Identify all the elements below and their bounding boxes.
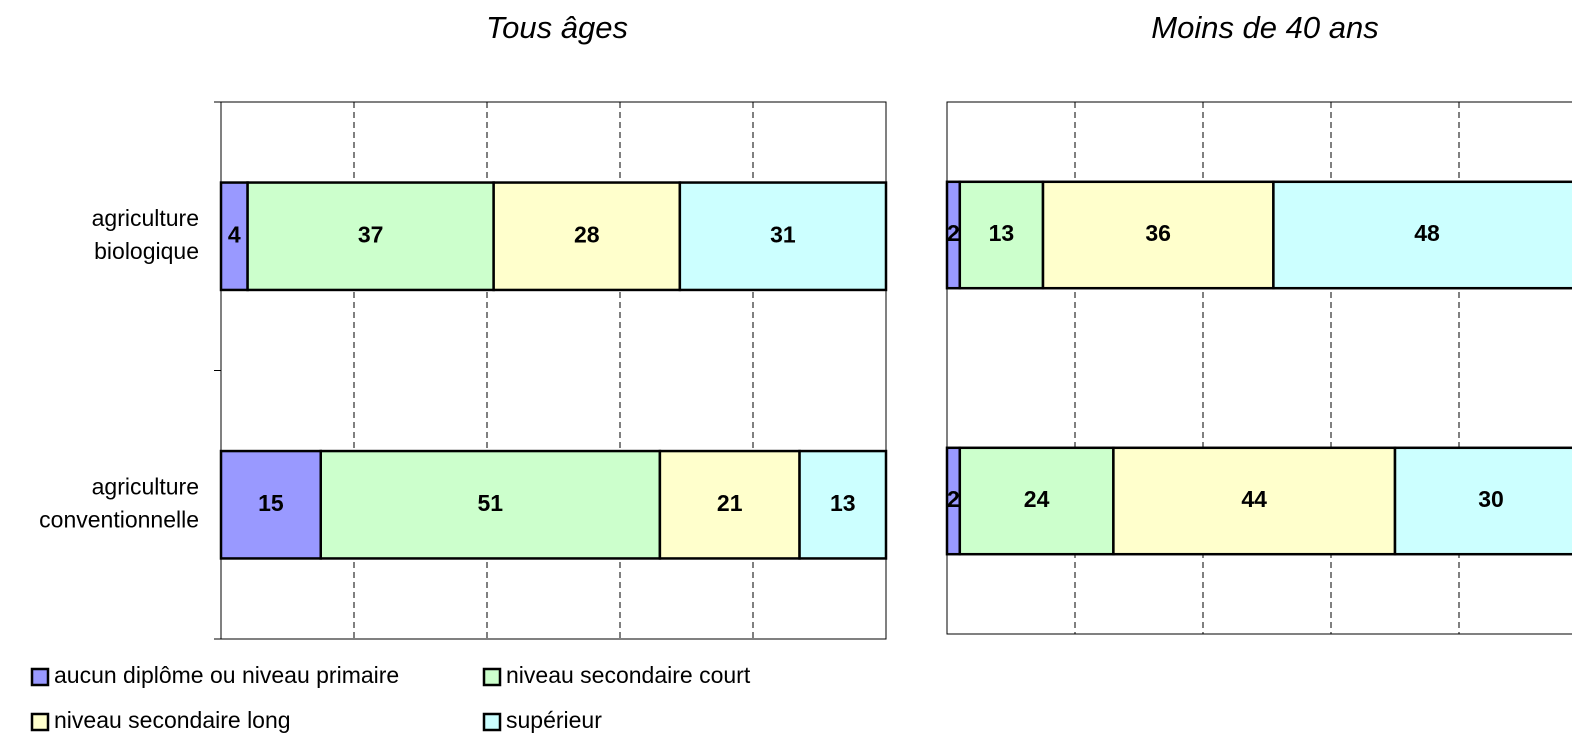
legend-label: niveau secondaire long [54,707,291,733]
bar-segment [1112,446,1397,556]
data-label: 13 [830,490,856,516]
y-tick-label: agriculture [92,205,199,231]
bar-segment [219,181,249,292]
data-label: 30 [1478,486,1504,512]
bar-segment [958,446,1115,556]
data-label: 36 [1145,220,1171,246]
y-tick-label: biologique [94,238,199,264]
bar-segment [798,449,888,560]
data-label: 37 [358,221,384,247]
data-label: 48 [1414,220,1440,246]
data-label: 44 [1241,486,1267,512]
data-label: 2 [947,220,960,246]
bar-segment [1272,180,1572,290]
legend-label: niveau secondaire court [506,662,751,688]
data-label: 28 [574,221,600,247]
legend-swatch [30,667,50,687]
legend-swatch [482,712,502,732]
chart-title: Moins de 40 ans [1151,10,1378,45]
data-label: 21 [717,490,743,516]
data-label: 51 [478,490,504,516]
data-label: 31 [770,221,796,247]
y-tick-label: conventionnelle [39,506,199,532]
bar-segment [678,181,888,292]
legend-label: supérieur [506,707,602,733]
legend-swatch [30,712,50,732]
y-tick-label: agriculture [92,473,199,499]
bar-segment [1393,446,1572,556]
data-label: 15 [258,490,284,516]
bar-segment [658,449,801,560]
bar-segment [492,181,682,292]
legend-label: aucun diplôme ou niveau primaire [54,662,399,688]
data-label: 4 [228,221,241,247]
data-label: 13 [989,220,1015,246]
bar-segment [958,180,1045,290]
bar-segment [246,181,495,292]
data-label: 2 [947,486,960,512]
bar-segment [319,449,662,560]
legend-swatch [482,667,502,687]
data-label: 24 [1024,486,1050,512]
chart-title: Tous âges [486,10,628,45]
bar-segment [219,449,322,560]
